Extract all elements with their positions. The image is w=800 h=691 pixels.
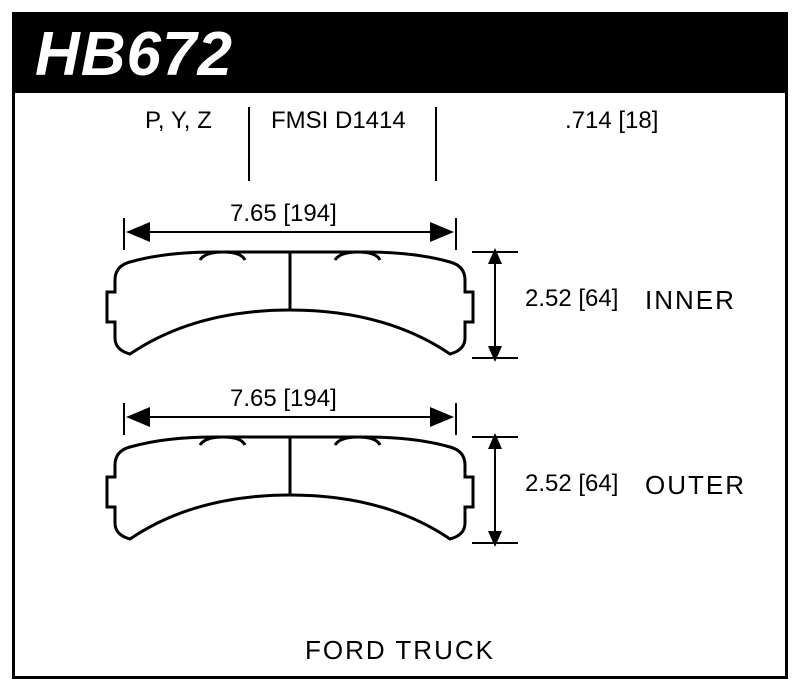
outer-pad [105, 435, 475, 550]
outer-width-value: 7.65 [194] [230, 385, 337, 413]
spec-compounds: P, Y, Z [145, 107, 212, 135]
spec-divider-2 [435, 107, 437, 181]
inner-height-dim [470, 240, 520, 370]
part-number: HB672 [35, 19, 233, 90]
outer-height-dim [470, 425, 520, 555]
inner-label: INNER [645, 285, 736, 316]
diagram-frame: HB672 P, Y, Z FMSI D1414 .714 [18] 7.65 … [12, 12, 788, 679]
vehicle-label: FORD TRUCK [15, 635, 785, 666]
outer-height-value: 2.52 [64] [525, 470, 618, 498]
spec-thickness: .714 [18] [565, 107, 658, 135]
diagram-area: 7.65 [194] 2.52 [64] INNER 7.65 [194] [15, 210, 785, 640]
spec-row: P, Y, Z FMSI D1414 .714 [18] [15, 107, 785, 187]
inner-height-value: 2.52 [64] [525, 285, 618, 313]
spec-fmsi: FMSI D1414 [271, 107, 406, 135]
spec-divider-1 [248, 107, 250, 181]
inner-width-value: 7.65 [194] [230, 200, 337, 228]
inner-pad [105, 250, 475, 365]
outer-label: OUTER [645, 470, 746, 501]
title-bar: HB672 [15, 15, 785, 93]
